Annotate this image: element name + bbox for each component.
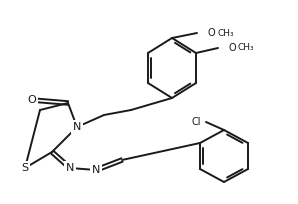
Text: CH₃: CH₃ — [217, 29, 234, 38]
Text: N: N — [92, 165, 100, 175]
Text: N: N — [66, 163, 74, 173]
Text: N: N — [73, 122, 81, 132]
Text: CH₃: CH₃ — [238, 43, 254, 52]
Text: O: O — [228, 43, 236, 53]
Text: O: O — [207, 28, 215, 38]
Text: S: S — [21, 163, 29, 173]
Text: O: O — [28, 95, 36, 105]
Text: Cl: Cl — [191, 117, 201, 127]
